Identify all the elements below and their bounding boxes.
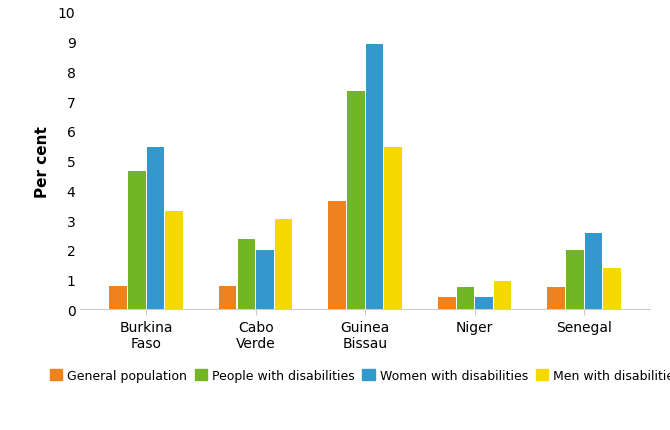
- Bar: [109, 286, 127, 310]
- Bar: [456, 287, 474, 310]
- Bar: [566, 251, 584, 310]
- Legend: General population, People with disabilities, Women with disabilities, Men with : General population, People with disabili…: [50, 369, 670, 382]
- Bar: [475, 298, 492, 310]
- Bar: [219, 286, 237, 310]
- Bar: [328, 201, 346, 310]
- Bar: [347, 92, 364, 310]
- Bar: [438, 298, 456, 310]
- Bar: [147, 148, 164, 310]
- Bar: [128, 172, 145, 310]
- Bar: [366, 45, 383, 310]
- Bar: [256, 251, 274, 310]
- Y-axis label: Per cent: Per cent: [35, 126, 50, 197]
- Bar: [238, 240, 255, 310]
- Bar: [494, 281, 511, 310]
- Bar: [385, 148, 402, 310]
- Bar: [585, 234, 602, 310]
- Bar: [165, 212, 183, 310]
- Bar: [275, 219, 292, 310]
- Bar: [604, 269, 621, 310]
- Bar: [547, 287, 565, 310]
